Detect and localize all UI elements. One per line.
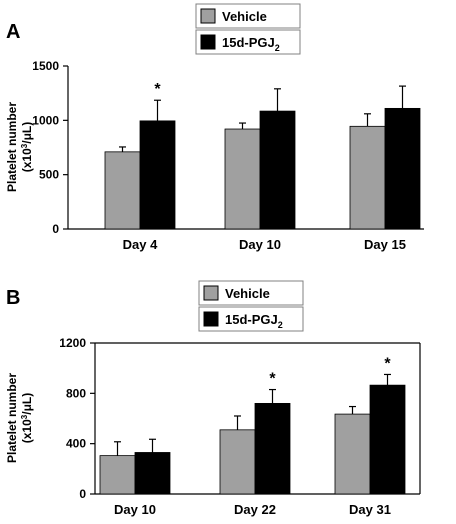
- y-axis-label-line2: (x103/μL): [20, 122, 34, 173]
- legend-swatch-vehicle: [203, 285, 219, 301]
- y-axis-label-unit-prefix: (x10: [20, 419, 34, 443]
- y-tick-label: 0: [79, 487, 86, 501]
- y-axis-label-unit-superscript: 3: [20, 414, 29, 419]
- x-tick-label: Day 10: [239, 237, 281, 252]
- y-axis-label-unit-prefix: (x10: [20, 148, 34, 172]
- y-axis-label-line2: (x103/μL): [20, 393, 34, 444]
- panel-label: A: [6, 21, 20, 43]
- bar-15d-pgj2: [259, 110, 296, 230]
- y-tick-label: 1000: [32, 113, 59, 127]
- x-tick-label: Day 10: [114, 502, 156, 517]
- legend-label-15d-pgj2-subscript: 2: [278, 320, 283, 330]
- y-tick-label: 400: [66, 437, 86, 451]
- legend-label-15d-pgj2: 15d-PGJ2: [222, 35, 280, 53]
- significance-star: *: [384, 355, 391, 372]
- legend-swatch-15d-pgj2: [200, 34, 216, 50]
- bar-vehicle: [219, 429, 256, 495]
- panel-label: B: [6, 287, 20, 309]
- bar-vehicle: [104, 151, 141, 230]
- bar-15d-pgj2: [384, 107, 421, 230]
- y-tick-label: 1500: [32, 59, 59, 73]
- y-axis-label: Platelet number(x103/μL): [5, 373, 34, 463]
- legend-swatch-15d-pgj2: [203, 311, 219, 327]
- legend-label-vehicle: Vehicle: [222, 9, 267, 24]
- legend-label-vehicle: Vehicle: [225, 286, 270, 301]
- legend-label-15d-pgj2-main: 15d-PGJ: [225, 312, 278, 327]
- bar-15d-pgj2: [139, 120, 176, 230]
- y-axis-label-unit-suffix: /μL): [20, 393, 34, 415]
- legend-swatch-vehicle: [200, 8, 216, 24]
- y-axis-label-unit-superscript: 3: [20, 143, 29, 148]
- bar-vehicle: [334, 413, 371, 495]
- legend-label-15d-pgj2-subscript: 2: [275, 43, 280, 53]
- significance-star: *: [154, 81, 161, 98]
- y-tick-label: 800: [66, 386, 86, 400]
- y-tick-label: 0: [52, 222, 59, 236]
- x-tick-label: Day 31: [349, 502, 391, 517]
- bar-vehicle: [99, 455, 136, 495]
- panel-a: Vehicle 15d-PGJ2 A Platelet number(x103/μL)…: [5, 3, 424, 252]
- panel-b: Vehicle 15d-PGJ2 B Platelet number(x103/μL)…: [5, 280, 421, 517]
- bar-15d-pgj2: [369, 384, 406, 495]
- x-tick-label: Day 4: [123, 237, 158, 252]
- y-axis-label: Platelet number(x103/μL): [5, 102, 34, 192]
- y-tick-label: 1200: [59, 336, 86, 350]
- bar-vehicle: [349, 125, 386, 230]
- y-tick-label: 500: [39, 168, 59, 182]
- bar-15d-pgj2: [134, 452, 171, 495]
- legend-label-15d-pgj2-main: 15d-PGJ: [222, 35, 275, 50]
- y-axis-label-unit-suffix: /μL): [20, 122, 34, 144]
- legend-label-15d-pgj2: 15d-PGJ2: [225, 312, 283, 330]
- y-axis-label-line1: Platelet number: [5, 373, 19, 463]
- significance-star: *: [269, 371, 276, 388]
- y-axis-label-line1: Platelet number: [5, 102, 19, 192]
- x-tick-label: Day 22: [234, 502, 276, 517]
- bar-vehicle: [224, 128, 261, 230]
- bar-15d-pgj2: [254, 402, 291, 495]
- x-tick-label: Day 15: [364, 237, 406, 252]
